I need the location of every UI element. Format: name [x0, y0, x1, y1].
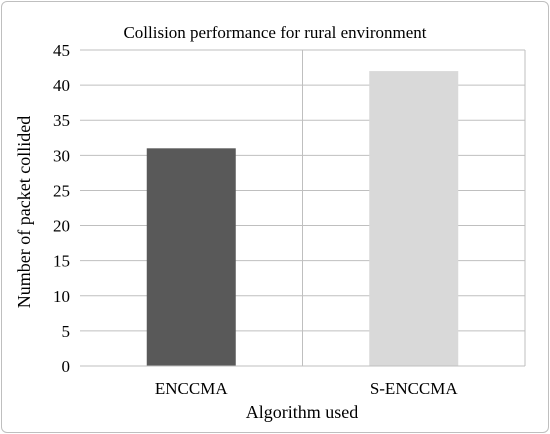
- y-tick-label: 35: [53, 111, 70, 130]
- y-tick-label: 10: [53, 287, 70, 306]
- bar-enccma: [146, 148, 236, 366]
- y-tick-label: 40: [53, 76, 70, 95]
- bars: [146, 71, 459, 367]
- y-tick-label: 0: [62, 357, 71, 376]
- y-tick-label: 5: [62, 322, 71, 341]
- y-tick-label: 20: [53, 217, 70, 236]
- chart-title: Collision performance for rural environm…: [123, 23, 426, 42]
- x-axis-ticks: ENCCMA S-ENCCMA: [155, 379, 459, 398]
- y-axis-title: Number of packet collided: [14, 116, 34, 308]
- y-tick-label: 15: [53, 252, 70, 271]
- x-axis-title: Algorithm used: [246, 402, 359, 422]
- bar-s-enccma: [369, 71, 459, 367]
- y-tick-label: 25: [53, 181, 70, 200]
- y-tick-label: 45: [53, 41, 70, 60]
- y-axis-ticks: 0 5 10 15 20 25 30 35 40 45: [53, 41, 70, 376]
- x-tick-label: ENCCMA: [155, 379, 228, 398]
- x-tick-label: S-ENCCMA: [370, 379, 459, 398]
- y-tick-label: 30: [53, 146, 70, 165]
